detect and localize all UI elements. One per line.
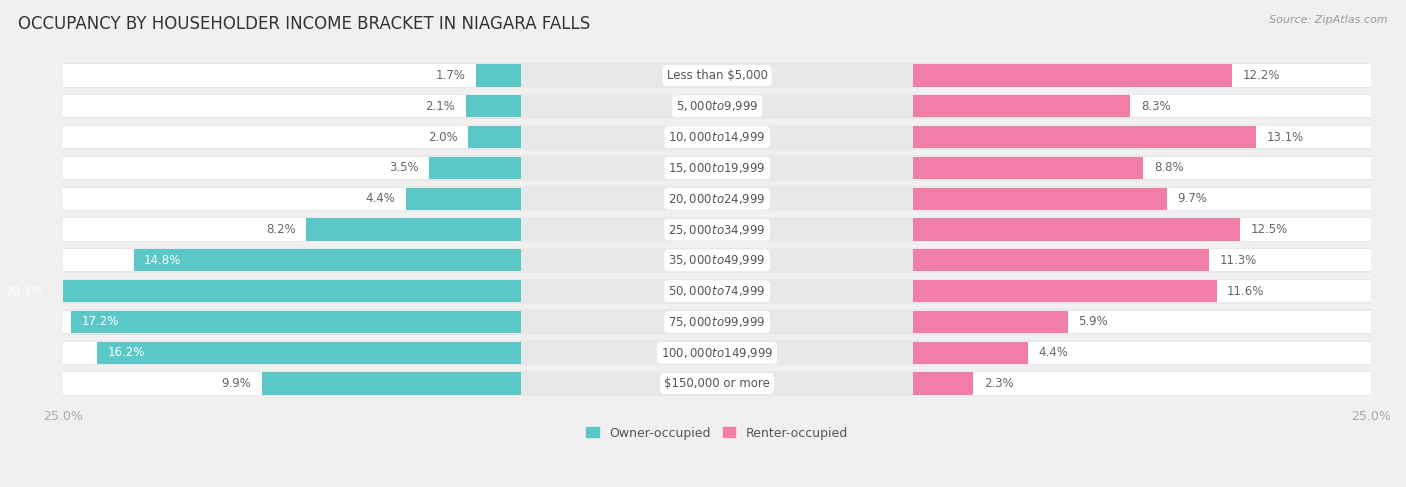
Bar xyxy=(63,340,1371,365)
Text: 4.4%: 4.4% xyxy=(366,192,395,205)
Bar xyxy=(63,342,520,364)
Bar xyxy=(429,157,520,179)
Bar xyxy=(914,157,1143,179)
Bar xyxy=(914,157,1371,179)
Bar xyxy=(63,309,1371,335)
Bar xyxy=(63,311,520,333)
Bar xyxy=(70,311,520,333)
Bar xyxy=(63,125,1371,150)
Bar xyxy=(914,280,1216,302)
Legend: Owner-occupied, Renter-occupied: Owner-occupied, Renter-occupied xyxy=(581,422,852,445)
Bar xyxy=(914,64,1371,87)
Bar xyxy=(63,63,1371,88)
Bar xyxy=(63,157,520,179)
Bar xyxy=(914,187,1167,210)
Bar xyxy=(63,279,1371,304)
Text: $20,000 to $24,999: $20,000 to $24,999 xyxy=(668,192,766,206)
Bar xyxy=(63,373,520,394)
Bar xyxy=(63,249,520,271)
Bar xyxy=(406,187,520,210)
Bar xyxy=(63,217,1371,242)
Bar xyxy=(63,248,1371,273)
Text: 9.7%: 9.7% xyxy=(1177,192,1208,205)
Bar xyxy=(914,342,1371,364)
Bar xyxy=(63,64,520,87)
Bar xyxy=(63,95,520,117)
Text: Less than $5,000: Less than $5,000 xyxy=(666,69,768,82)
Text: $35,000 to $49,999: $35,000 to $49,999 xyxy=(668,253,766,267)
Bar xyxy=(914,342,1028,364)
Bar xyxy=(307,219,520,241)
Text: $150,000 or more: $150,000 or more xyxy=(664,377,770,390)
Text: $15,000 to $19,999: $15,000 to $19,999 xyxy=(668,161,766,175)
Text: 2.0%: 2.0% xyxy=(429,131,458,144)
Bar xyxy=(914,373,973,394)
Bar xyxy=(914,219,1371,241)
Bar xyxy=(914,311,1067,333)
Bar xyxy=(914,311,1371,333)
Bar xyxy=(914,219,1240,241)
Text: 13.1%: 13.1% xyxy=(1267,131,1303,144)
Text: 2.3%: 2.3% xyxy=(984,377,1014,390)
Text: 20.1%: 20.1% xyxy=(6,285,42,298)
Bar xyxy=(914,95,1130,117)
Text: 1.7%: 1.7% xyxy=(436,69,465,82)
Text: 11.6%: 11.6% xyxy=(1227,285,1264,298)
Bar xyxy=(468,126,520,148)
Text: 12.2%: 12.2% xyxy=(1243,69,1281,82)
Bar xyxy=(914,95,1371,117)
Bar xyxy=(0,280,520,302)
Text: 8.3%: 8.3% xyxy=(1140,100,1170,113)
Text: $50,000 to $74,999: $50,000 to $74,999 xyxy=(668,284,766,298)
Bar xyxy=(465,95,520,117)
Bar xyxy=(914,249,1209,271)
Text: 9.9%: 9.9% xyxy=(221,377,252,390)
Bar xyxy=(134,249,520,271)
Text: 11.3%: 11.3% xyxy=(1219,254,1257,267)
Text: $5,000 to $9,999: $5,000 to $9,999 xyxy=(676,99,758,113)
Bar xyxy=(63,280,520,302)
Bar xyxy=(63,371,1371,396)
Bar xyxy=(63,126,520,148)
Bar xyxy=(914,187,1371,210)
Bar xyxy=(914,249,1371,271)
Text: 2.1%: 2.1% xyxy=(426,100,456,113)
Text: Source: ZipAtlas.com: Source: ZipAtlas.com xyxy=(1270,15,1388,25)
Text: 16.2%: 16.2% xyxy=(107,346,145,359)
Bar xyxy=(97,342,520,364)
Bar xyxy=(63,186,1371,211)
Bar xyxy=(63,94,1371,119)
Bar xyxy=(914,280,1371,302)
Bar xyxy=(63,187,520,210)
Text: $25,000 to $34,999: $25,000 to $34,999 xyxy=(668,223,766,237)
Bar xyxy=(477,64,520,87)
Text: 8.2%: 8.2% xyxy=(266,223,295,236)
Bar xyxy=(914,64,1233,87)
Text: 8.8%: 8.8% xyxy=(1154,162,1184,174)
Bar xyxy=(63,155,1371,181)
Bar xyxy=(914,373,1371,394)
Bar xyxy=(63,219,520,241)
Text: $10,000 to $14,999: $10,000 to $14,999 xyxy=(668,130,766,144)
Text: 3.5%: 3.5% xyxy=(389,162,419,174)
Bar xyxy=(262,373,520,394)
Text: OCCUPANCY BY HOUSEHOLDER INCOME BRACKET IN NIAGARA FALLS: OCCUPANCY BY HOUSEHOLDER INCOME BRACKET … xyxy=(18,15,591,33)
Text: 14.8%: 14.8% xyxy=(143,254,181,267)
Bar xyxy=(914,126,1256,148)
Text: $100,000 to $149,999: $100,000 to $149,999 xyxy=(661,346,773,360)
Text: 5.9%: 5.9% xyxy=(1078,316,1108,328)
Text: 17.2%: 17.2% xyxy=(82,316,118,328)
Text: $75,000 to $99,999: $75,000 to $99,999 xyxy=(668,315,766,329)
Bar xyxy=(914,126,1371,148)
Text: 4.4%: 4.4% xyxy=(1039,346,1069,359)
Text: 12.5%: 12.5% xyxy=(1251,223,1288,236)
